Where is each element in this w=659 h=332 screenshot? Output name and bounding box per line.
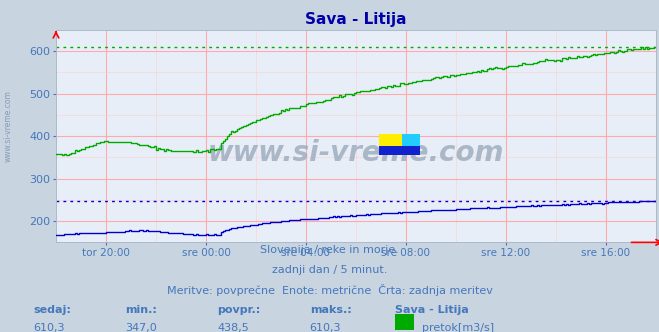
Text: zadnji dan / 5 minut.: zadnji dan / 5 minut.	[272, 265, 387, 275]
Text: Sava - Litija: Sava - Litija	[395, 305, 469, 315]
Text: 347,0: 347,0	[125, 323, 157, 332]
Bar	[402, 134, 420, 155]
Text: povpr.:: povpr.:	[217, 305, 261, 315]
Text: www.si-vreme.com: www.si-vreme.com	[208, 139, 504, 167]
Bar	[379, 146, 420, 155]
Text: 438,5: 438,5	[217, 323, 249, 332]
Text: maks.:: maks.:	[310, 305, 351, 315]
Bar	[395, 314, 414, 330]
Text: 610,3: 610,3	[33, 323, 65, 332]
Text: sedaj:: sedaj:	[33, 305, 71, 315]
Text: min.:: min.:	[125, 305, 157, 315]
Text: 610,3: 610,3	[310, 323, 341, 332]
Text: pretok[m3/s]: pretok[m3/s]	[422, 323, 494, 332]
Text: Meritve: povprečne  Enote: metrične  Črta: zadnja meritev: Meritve: povprečne Enote: metrične Črta:…	[167, 285, 492, 296]
Bar	[379, 134, 420, 155]
Text: www.si-vreme.com: www.si-vreme.com	[3, 90, 13, 162]
Title: Sava - Litija: Sava - Litija	[305, 12, 407, 27]
Text: Slovenija / reke in morje.: Slovenija / reke in morje.	[260, 245, 399, 255]
